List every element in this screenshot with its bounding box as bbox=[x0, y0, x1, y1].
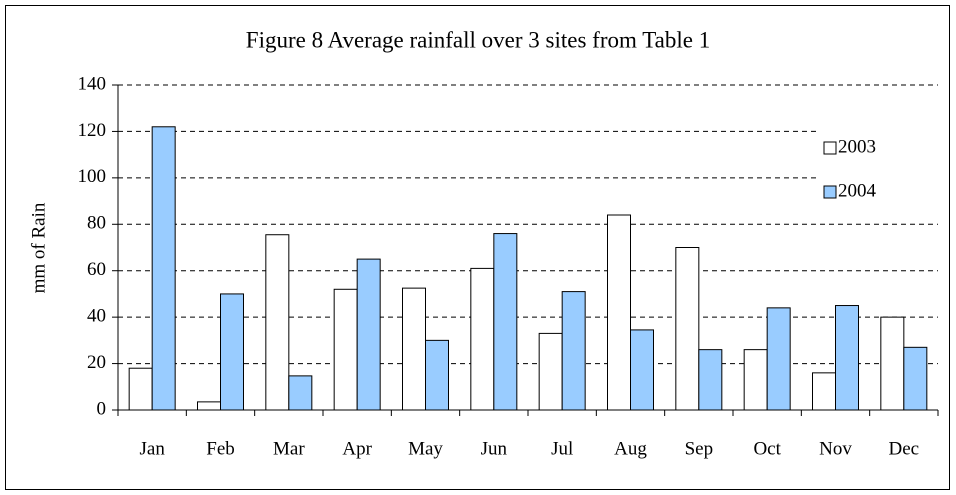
bar bbox=[607, 214, 631, 411]
legend-swatch bbox=[823, 185, 837, 199]
bar bbox=[220, 293, 244, 411]
bar bbox=[630, 329, 654, 411]
bar bbox=[743, 349, 768, 411]
bar bbox=[128, 367, 153, 411]
x-tick-label: Jul bbox=[551, 438, 573, 459]
bar bbox=[903, 346, 928, 411]
y-tick-label: 80 bbox=[87, 213, 106, 234]
bar bbox=[698, 349, 723, 411]
legend-label: 2003 bbox=[838, 136, 876, 157]
y-tick-label: 60 bbox=[87, 259, 106, 280]
bar bbox=[470, 267, 495, 411]
x-tick-label: Dec bbox=[889, 438, 920, 459]
bar bbox=[425, 339, 449, 411]
bar bbox=[538, 332, 563, 411]
bar bbox=[880, 316, 905, 411]
bar bbox=[151, 126, 176, 411]
legend-background bbox=[820, 128, 940, 212]
y-tick-label: 0 bbox=[97, 398, 107, 419]
x-tick-label: Apr bbox=[342, 438, 372, 459]
y-tick-label: 40 bbox=[87, 306, 106, 327]
chart-border bbox=[5, 5, 950, 490]
bar bbox=[766, 307, 791, 411]
x-tick-label: Feb bbox=[206, 438, 235, 459]
x-tick-label: Aug bbox=[614, 438, 647, 459]
bar bbox=[402, 287, 426, 411]
y-tick-label: 140 bbox=[78, 73, 107, 94]
bar bbox=[333, 288, 358, 411]
legend-swatch bbox=[823, 141, 837, 155]
y-tick-label: 20 bbox=[87, 352, 106, 373]
legend-label: 2004 bbox=[838, 180, 877, 201]
x-tick-label: Sep bbox=[685, 438, 714, 459]
x-tick-label: Jun bbox=[481, 438, 508, 459]
x-tick-label: Nov bbox=[819, 438, 852, 459]
x-tick-label: Jan bbox=[140, 438, 166, 459]
bar bbox=[675, 247, 700, 411]
bar bbox=[493, 233, 518, 411]
bar bbox=[288, 375, 313, 411]
y-tick-label: 100 bbox=[78, 166, 107, 187]
bar bbox=[812, 372, 836, 411]
chart-title: Figure 8 Average rainfall over 3 sites f… bbox=[246, 27, 710, 52]
bar bbox=[561, 291, 586, 411]
bar bbox=[197, 401, 221, 411]
bar bbox=[835, 305, 859, 411]
x-tick-label: Mar bbox=[273, 438, 305, 459]
bar bbox=[265, 234, 290, 411]
y-tick-label: 120 bbox=[78, 120, 107, 141]
x-tick-label: Oct bbox=[753, 438, 781, 459]
bar bbox=[356, 258, 381, 411]
x-tick-label: May bbox=[408, 438, 443, 459]
y-axis-label: mm of Rain bbox=[28, 202, 49, 293]
